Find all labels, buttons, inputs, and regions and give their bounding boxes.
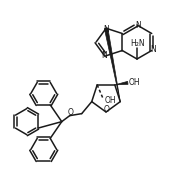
- Text: N: N: [135, 21, 141, 30]
- Text: OH: OH: [104, 96, 116, 105]
- Polygon shape: [104, 28, 120, 102]
- Text: O: O: [104, 104, 110, 113]
- Text: OH: OH: [129, 78, 141, 87]
- Text: N: N: [104, 25, 110, 34]
- Text: H₂N: H₂N: [131, 39, 145, 48]
- Text: N: N: [102, 51, 108, 60]
- Text: O: O: [68, 108, 74, 117]
- Text: N: N: [150, 45, 156, 54]
- Polygon shape: [115, 81, 128, 85]
